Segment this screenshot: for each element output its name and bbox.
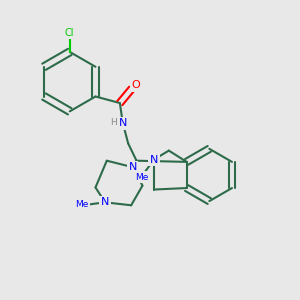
- Text: N: N: [129, 162, 137, 172]
- Text: O: O: [131, 80, 140, 90]
- Text: Cl: Cl: [65, 28, 74, 38]
- Text: N: N: [119, 118, 128, 128]
- Text: N: N: [150, 154, 158, 164]
- Text: Me: Me: [75, 200, 88, 209]
- Text: N: N: [101, 197, 109, 207]
- Text: H: H: [110, 118, 117, 127]
- Text: Me: Me: [135, 173, 148, 182]
